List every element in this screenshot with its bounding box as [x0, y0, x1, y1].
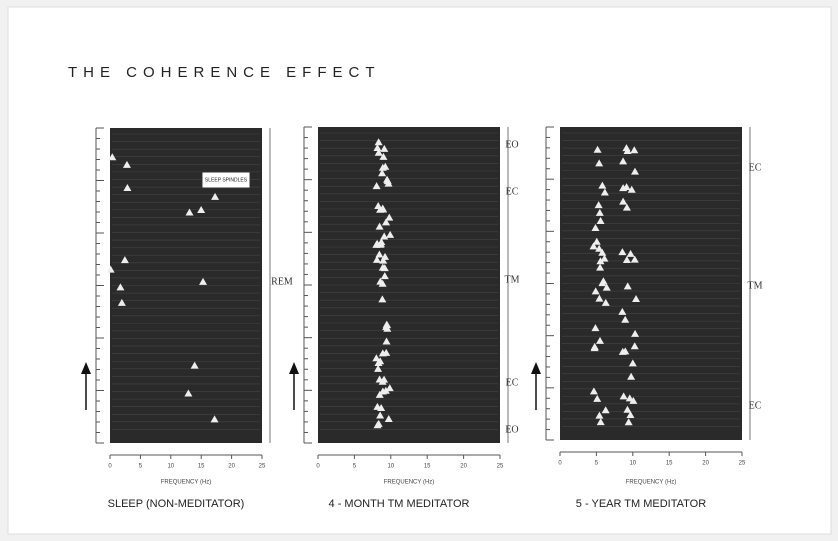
x-tick-label: 25 [497, 464, 504, 470]
x-label: FREQUENCY (Hz) [626, 480, 677, 486]
stage-label: EC [506, 186, 519, 197]
x-tick-label: 25 [739, 461, 746, 467]
annotation: SLEEP SPINDLES [205, 177, 248, 183]
x-tick-label: 10 [629, 461, 636, 467]
x-tick-label: 15 [198, 464, 205, 470]
x-tick-label: 10 [387, 464, 394, 470]
x-tick-label: 15 [666, 461, 673, 467]
x-tick-label: 25 [259, 464, 266, 470]
x-label: FREQUENCY (Hz) [384, 480, 435, 486]
stage-label: TM [748, 280, 763, 291]
stage-label: EC [749, 162, 762, 173]
stage-label: EC [749, 400, 762, 411]
figure: THE COHERENCE EFFECT REMSLEEP SPINDLES05… [0, 0, 838, 541]
stage-label: EC [506, 377, 519, 388]
stage-label: TM [505, 274, 520, 285]
x-tick-label: 20 [460, 464, 467, 470]
x-tick-label: 20 [228, 464, 235, 470]
x-tick-label: 15 [424, 464, 431, 470]
panel-caption: SLEEP (NON-MEDITATOR) [108, 498, 245, 510]
title: THE COHERENCE EFFECT [68, 64, 381, 81]
panel-caption: 5 - YEAR TM MEDITATOR [576, 498, 706, 510]
stage-label: REM [271, 276, 293, 287]
panel-caption: 4 - MONTH TM MEDITATOR [329, 498, 470, 510]
stage-label: EO [505, 424, 518, 435]
stage-label: EO [505, 139, 518, 150]
x-tick-label: 20 [702, 461, 709, 467]
x-tick-label: 10 [167, 464, 174, 470]
x-label: FREQUENCY (Hz) [161, 480, 212, 486]
